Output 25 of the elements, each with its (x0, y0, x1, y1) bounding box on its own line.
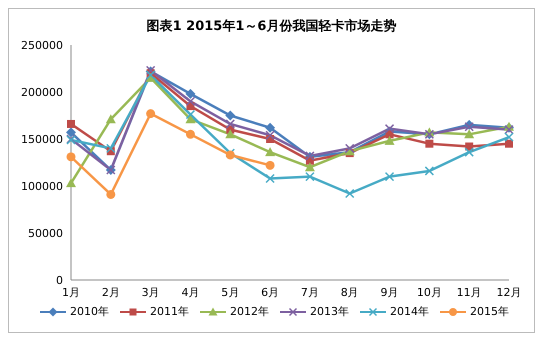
legend-label: 2013年 (309, 304, 349, 319)
y-tick-label: 0 (56, 274, 63, 287)
x-tick-label: 1月 (62, 286, 80, 299)
legend-label: 2014年 (389, 304, 429, 319)
x-tick-label: 5月 (221, 286, 240, 299)
x-tick-label: 10月 (416, 286, 442, 299)
x-tick-label: 9月 (380, 286, 399, 299)
y-tick-label: 150000 (21, 132, 63, 146)
y-tick-label: 250000 (21, 38, 63, 52)
x-tick-label: 8月 (340, 286, 359, 299)
x-tick-label: 2月 (102, 286, 120, 299)
legend-label: 2012年 (229, 304, 269, 319)
x-tick-label: 11月 (456, 286, 482, 299)
x-tick-label: 12月 (496, 286, 522, 299)
chart-title: 图表1 2015年1～6月份我国轻卡市场走势 (146, 18, 398, 35)
legend-label: 2011年 (149, 304, 189, 319)
y-tick-label: 200000 (21, 86, 63, 99)
y-tick-label: 50000 (28, 226, 63, 240)
legend-label: 2015年 (469, 304, 509, 319)
x-tick-label: 4月 (181, 286, 200, 299)
x-tick-label: 6月 (261, 286, 280, 299)
legend-label: 2010年 (69, 304, 109, 319)
x-tick-label: 3月 (142, 286, 160, 299)
y-tick-label: 100000 (21, 180, 63, 193)
x-tick-label: 7月 (300, 286, 319, 299)
